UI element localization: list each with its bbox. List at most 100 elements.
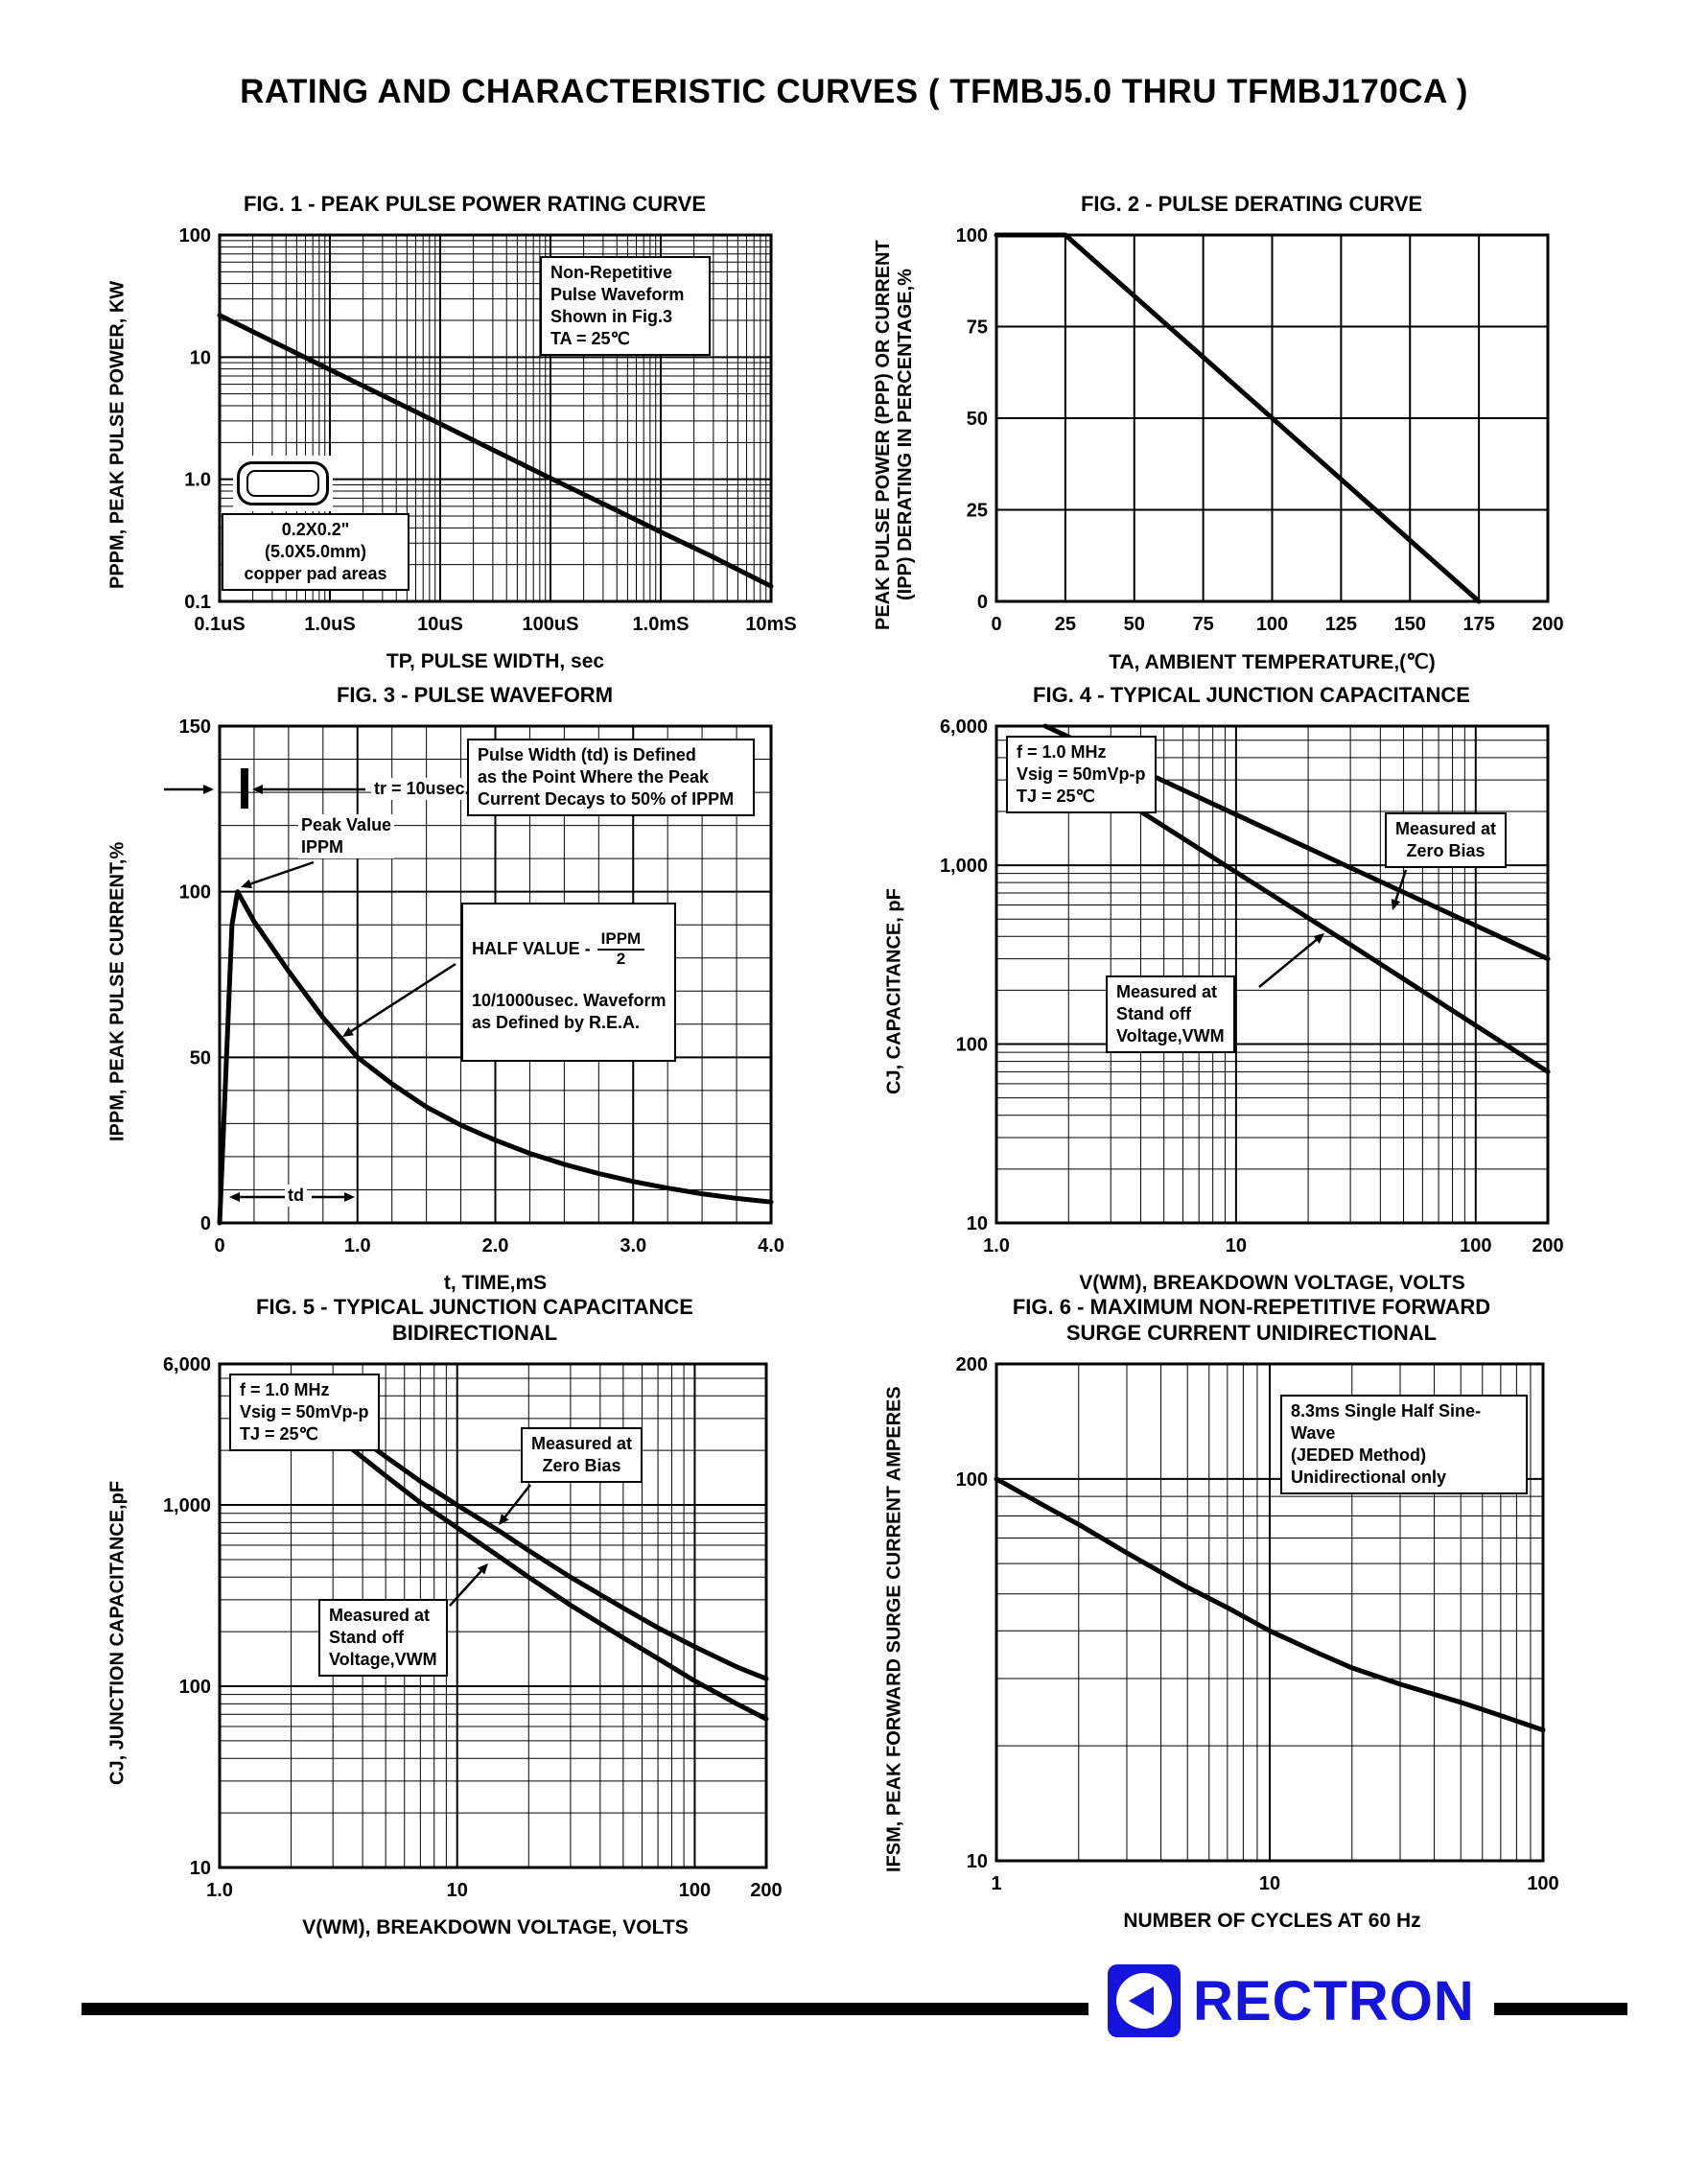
figure-1-chart: 0.1uS 1.0uS 10uS 100uS 1.0mS 10mS 0.1 1.0 10 100 …	[145, 222, 805, 648]
svg-text:0: 0	[214, 1235, 224, 1257]
figure-5-y-axis-label: CJ, JUNCTION CAPACITANCE,pF	[106, 1480, 129, 1785]
figure-2-x-axis-label: TA, AMBIENT TEMPERATURE,(℃)	[1109, 650, 1436, 673]
waveform-standard-note: 10/1000usec. Waveform as Defined by R.E.…	[472, 991, 667, 1033]
figure-5-title: FIG. 5 - TYPICAL JUNCTION CAPACITANCE BI…	[256, 1295, 693, 1345]
svg-text:0.1: 0.1	[184, 592, 211, 613]
svg-text:75: 75	[1193, 614, 1214, 635]
svg-text:0: 0	[991, 614, 1001, 635]
figure-5-zero-bias-label: Measured at Zero Bias	[521, 1426, 643, 1483]
figure-5-test-conditions: f = 1.0 MHz Vsig = 50mVp-p TJ = 25℃	[229, 1373, 380, 1451]
figure-1-title: FIG. 1 - PEAK PULSE POWER RATING CURVE	[243, 192, 706, 216]
svg-text:1.0uS: 1.0uS	[304, 614, 355, 635]
figure-4-zero-bias-label: Measured at Zero Bias	[1385, 811, 1508, 868]
figure-4: FIG. 4 - TYPICAL JUNCTION CAPACITANCE CJ…	[868, 683, 1581, 1295]
svg-text:6,000: 6,000	[940, 716, 988, 738]
rectron-logo-circle	[1116, 1973, 1172, 2029]
figure-1-note: Non-Repetitive Pulse Waveform Shown in F…	[540, 255, 711, 356]
svg-text:50: 50	[190, 1047, 211, 1069]
svg-text:100: 100	[679, 1880, 711, 1901]
svg-text:10uS: 10uS	[417, 614, 463, 635]
svg-text:100: 100	[179, 1677, 211, 1698]
figure-4-title: FIG. 4 - TYPICAL JUNCTION CAPACITANCE	[1033, 683, 1470, 707]
svg-text:200: 200	[750, 1880, 782, 1901]
svg-text:10: 10	[967, 1213, 988, 1234]
svg-text:150: 150	[1394, 614, 1426, 635]
svg-text:0: 0	[200, 1213, 211, 1234]
figure-3-td-label: td	[285, 1184, 307, 1207]
figure-2-y-axis-label: PEAK PULSE POWER (PPP) OR CURRENT (IPP) …	[873, 239, 916, 630]
figure-4-test-conditions: f = 1.0 MHz Vsig = 50mVp-p TJ = 25℃	[1006, 735, 1157, 813]
figure-2-chart: 0 25 50 75 100 125 150 175 200 0 25 50 75 100	[922, 222, 1581, 648]
svg-text:10: 10	[967, 1851, 988, 1872]
fig2-canvas: 0 25 50 75 100 125 150 175 200 0 25 50 75 100	[956, 225, 1564, 635]
figure-6-chart: 1 10 100 10 100 200 8.3ms Single Half Sine-Wa…	[922, 1351, 1577, 1908]
figure-3-y-axis-label: IPPM, PEAK PULSE CURRENT,%	[106, 841, 129, 1141]
figure-2-title: FIG. 2 - PULSE DERATING CURVE	[1080, 192, 1423, 216]
figure-6-y-axis-label: IFSM, PEAK FORWARD SURGE CURRENT AMPERES	[883, 1385, 905, 1872]
figure-5-standoff-label: Measured at Stand off Voltage,VWM	[318, 1598, 448, 1677]
svg-text:0.1uS: 0.1uS	[194, 614, 245, 635]
figure-3: FIG. 3 - PULSE WAVEFORM IPPM, PEAK PULSE…	[91, 683, 805, 1295]
svg-text:1: 1	[991, 1873, 1001, 1894]
figure-3-chart: 0 1.0 2.0 3.0 4.0 0 50 100 150 tr = 10usec. Peak…	[145, 713, 805, 1270]
figure-6-x-axis-label: NUMBER OF CYCLES AT 60 Hz	[1123, 1909, 1421, 1932]
svg-text:100: 100	[1527, 1873, 1558, 1894]
svg-text:10: 10	[447, 1880, 468, 1901]
svg-text:1,000: 1,000	[163, 1495, 211, 1516]
half-value-fraction: IPPM 2	[597, 929, 645, 968]
svg-text:200: 200	[1532, 614, 1563, 635]
svg-text:50: 50	[1124, 614, 1145, 635]
copper-pad-drawing	[233, 455, 333, 511]
svg-text:100: 100	[956, 1034, 988, 1055]
svg-text:175: 175	[1462, 614, 1494, 635]
figure-3-tr-label: tr = 10usec.	[371, 777, 473, 800]
fraction-numerator: IPPM	[597, 929, 645, 951]
svg-text:100: 100	[179, 225, 211, 247]
svg-text:6,000: 6,000	[163, 1354, 211, 1375]
half-value-text: HALF VALUE -	[472, 939, 591, 959]
figure-5-x-axis-label: V(WM), BREAKDOWN VOLTAGE, VOLTS	[302, 1915, 689, 1938]
svg-text:10: 10	[190, 1858, 211, 1879]
figure-3-half-value-note: HALF VALUE - IPPM 2 10/1000usec. Wavefor…	[461, 902, 677, 1063]
svg-text:1.0: 1.0	[983, 1235, 1010, 1257]
figure-3-peak-label: Peak Value IPPM	[298, 813, 395, 858]
figure-3-td-definition: Pulse Width (td) is Defined as the Point…	[467, 738, 755, 816]
svg-text:100: 100	[1256, 614, 1288, 635]
page-title: RATING AND CHARACTERISTIC CURVES ( TFMBJ…	[240, 73, 1468, 110]
fraction-denominator: 2	[616, 949, 626, 968]
figure-5-chart: 1.0 10 100 200 10 100 1,000 6,000 f = 1.0 MHz V…	[145, 1351, 800, 1914]
figure-3-x-axis-label: t, TIME,mS	[443, 1271, 548, 1294]
fig1-canvas: 0.1uS 1.0uS 10uS 100uS 1.0mS 10mS 0.1 1.0 10 100	[179, 225, 797, 635]
rectron-logo: RECTRON	[1088, 1964, 1494, 2037]
figure-1-y-axis-label: PPPM, PEAK PULSE POWER, KW	[106, 280, 129, 589]
figure-2: FIG. 2 - PULSE DERATING CURVE PEAK PULSE…	[868, 192, 1581, 674]
svg-text:3.0: 3.0	[620, 1235, 646, 1257]
svg-text:125: 125	[1325, 614, 1357, 635]
svg-text:100: 100	[956, 1469, 988, 1491]
svg-text:1.0: 1.0	[184, 469, 211, 490]
svg-text:1.0: 1.0	[344, 1235, 371, 1257]
svg-text:50: 50	[967, 409, 988, 430]
pad-outline	[237, 460, 329, 505]
figure-1: FIG. 1 - PEAK PULSE POWER RATING CURVE P…	[91, 192, 805, 673]
svg-text:1.0mS: 1.0mS	[633, 614, 690, 635]
pad-inner-outline	[246, 469, 319, 497]
svg-text:200: 200	[1532, 1235, 1563, 1257]
svg-text:100uS: 100uS	[523, 614, 579, 635]
rectron-logo-text: RECTRON	[1193, 1969, 1475, 2032]
figure-1-x-axis-label: TP, PULSE WIDTH, sec	[386, 649, 605, 672]
svg-text:25: 25	[967, 500, 988, 521]
svg-text:150: 150	[179, 716, 211, 738]
svg-text:4.0: 4.0	[758, 1235, 784, 1257]
rectron-logo-icon	[1108, 1964, 1181, 2037]
svg-text:1,000: 1,000	[940, 856, 988, 877]
svg-text:10mS: 10mS	[745, 614, 796, 635]
svg-text:10: 10	[190, 347, 211, 368]
rectron-logo-triangle-icon	[1129, 1986, 1154, 2015]
figure-5: FIG. 5 - TYPICAL JUNCTION CAPACITANCE BI…	[91, 1295, 805, 1939]
figure-6-note: 8.3ms Single Half Sine-Wave (JEDED Metho…	[1280, 1394, 1528, 1494]
figure-3-title: FIG. 3 - PULSE WAVEFORM	[336, 683, 614, 707]
svg-text:2.0: 2.0	[482, 1235, 509, 1257]
svg-text:25: 25	[1055, 614, 1076, 635]
